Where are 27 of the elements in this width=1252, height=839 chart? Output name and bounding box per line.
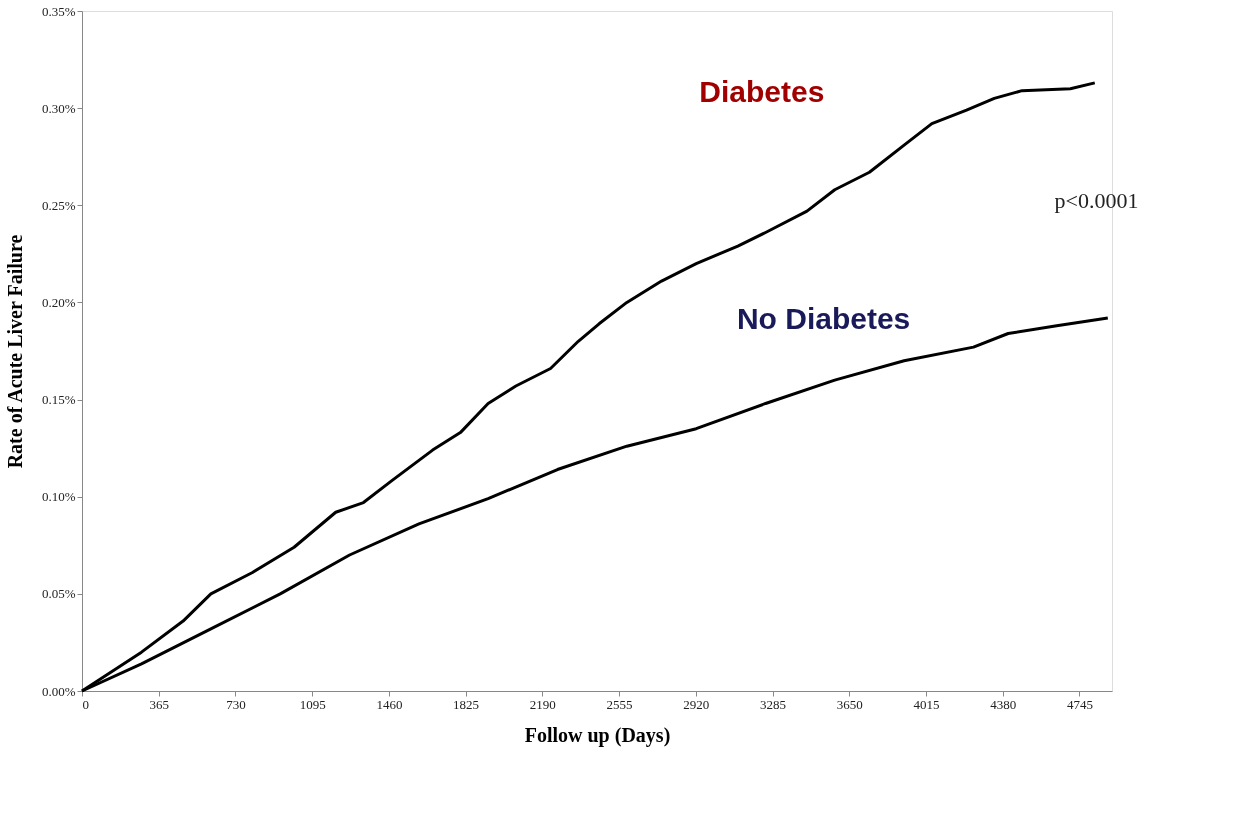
y-tick-label: 0.05% [41, 586, 76, 602]
series-label: No Diabetes [736, 302, 911, 336]
y-tick-label: 0.00% [41, 683, 76, 699]
text: Diabetes [699, 74, 825, 108]
x-tick-label: 4380 [990, 696, 1017, 712]
y-tick-label: 0.25% [41, 197, 76, 213]
x-tick-label: 2190 [529, 696, 556, 712]
y-tick-label: 0.10% [41, 489, 76, 505]
x-tick-label: 1460 [376, 696, 403, 712]
annotation: p<0.0001 [1054, 188, 1139, 214]
x-tick-label: 3285 [760, 696, 787, 712]
x-tick-label: 4015 [913, 696, 940, 712]
x-tick-label: 3650 [836, 696, 863, 712]
x-tick-label: 1095 [299, 696, 326, 712]
x-axis-title: Follow up (Days) [524, 723, 671, 747]
x-tick-label: 365 [149, 696, 169, 712]
x-tick-label: 2920 [683, 696, 710, 712]
x-tick-label: 4745 [1066, 696, 1093, 712]
y-axis-title: Rate of Acute Liver Failure [3, 234, 26, 469]
x-tick-label: 730 [226, 696, 246, 712]
y-tick-label: 0.20% [41, 294, 76, 310]
y-tick-label: 0.15% [41, 392, 76, 408]
y-tick-label: 0.30% [41, 100, 76, 116]
x-tick-label: 2555 [606, 696, 633, 712]
x-tick-label: 0 [82, 696, 89, 712]
x-tick-label: 1825 [453, 696, 480, 712]
y-tick-label: 0.35% [41, 3, 76, 19]
